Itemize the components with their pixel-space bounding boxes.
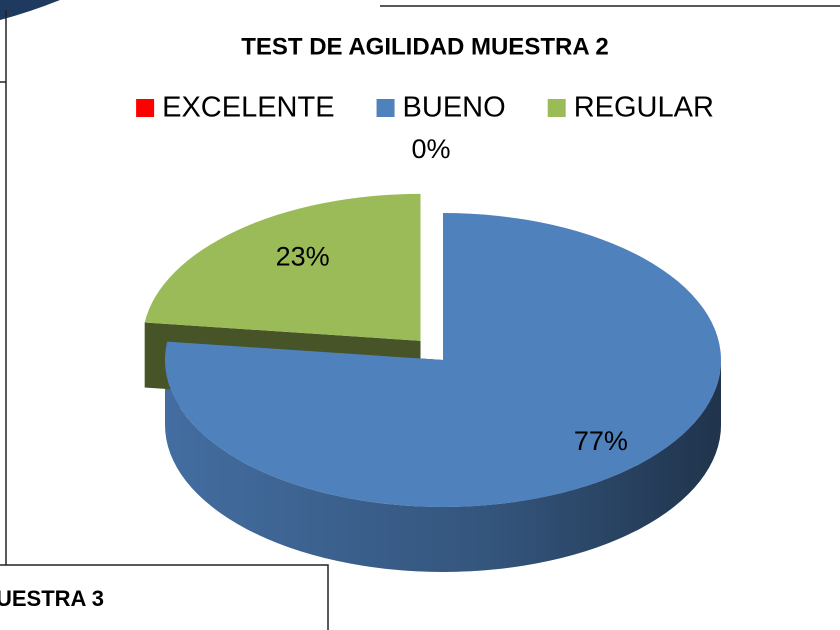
legend-swatch xyxy=(547,99,566,117)
legend-label: BUENO xyxy=(403,92,506,124)
legend-label: REGULAR xyxy=(574,92,714,124)
data-label: 77% xyxy=(574,426,628,456)
legend-label: EXCELENTE xyxy=(162,92,334,124)
data-label: 0% xyxy=(411,134,450,164)
caption-fragment: UESTRA 3 xyxy=(0,586,104,611)
legend-item: BUENO xyxy=(376,92,506,124)
slice xyxy=(144,193,421,341)
legend-item: REGULAR xyxy=(547,92,714,124)
slice xyxy=(165,213,722,507)
legend: EXCELENTE BUENO REGULAR xyxy=(136,92,714,124)
background-shape xyxy=(0,0,60,20)
legend-swatch xyxy=(136,99,155,117)
pie: 0% 77% 23% xyxy=(144,134,722,572)
chart-title: TEST DE AGILIDAD MUESTRA 2 xyxy=(241,33,609,60)
legend-item: EXCELENTE xyxy=(136,92,335,124)
legend-swatch xyxy=(376,99,395,117)
caption-box xyxy=(0,564,329,630)
data-label: 23% xyxy=(276,241,330,271)
slice-side-shade xyxy=(165,360,721,572)
